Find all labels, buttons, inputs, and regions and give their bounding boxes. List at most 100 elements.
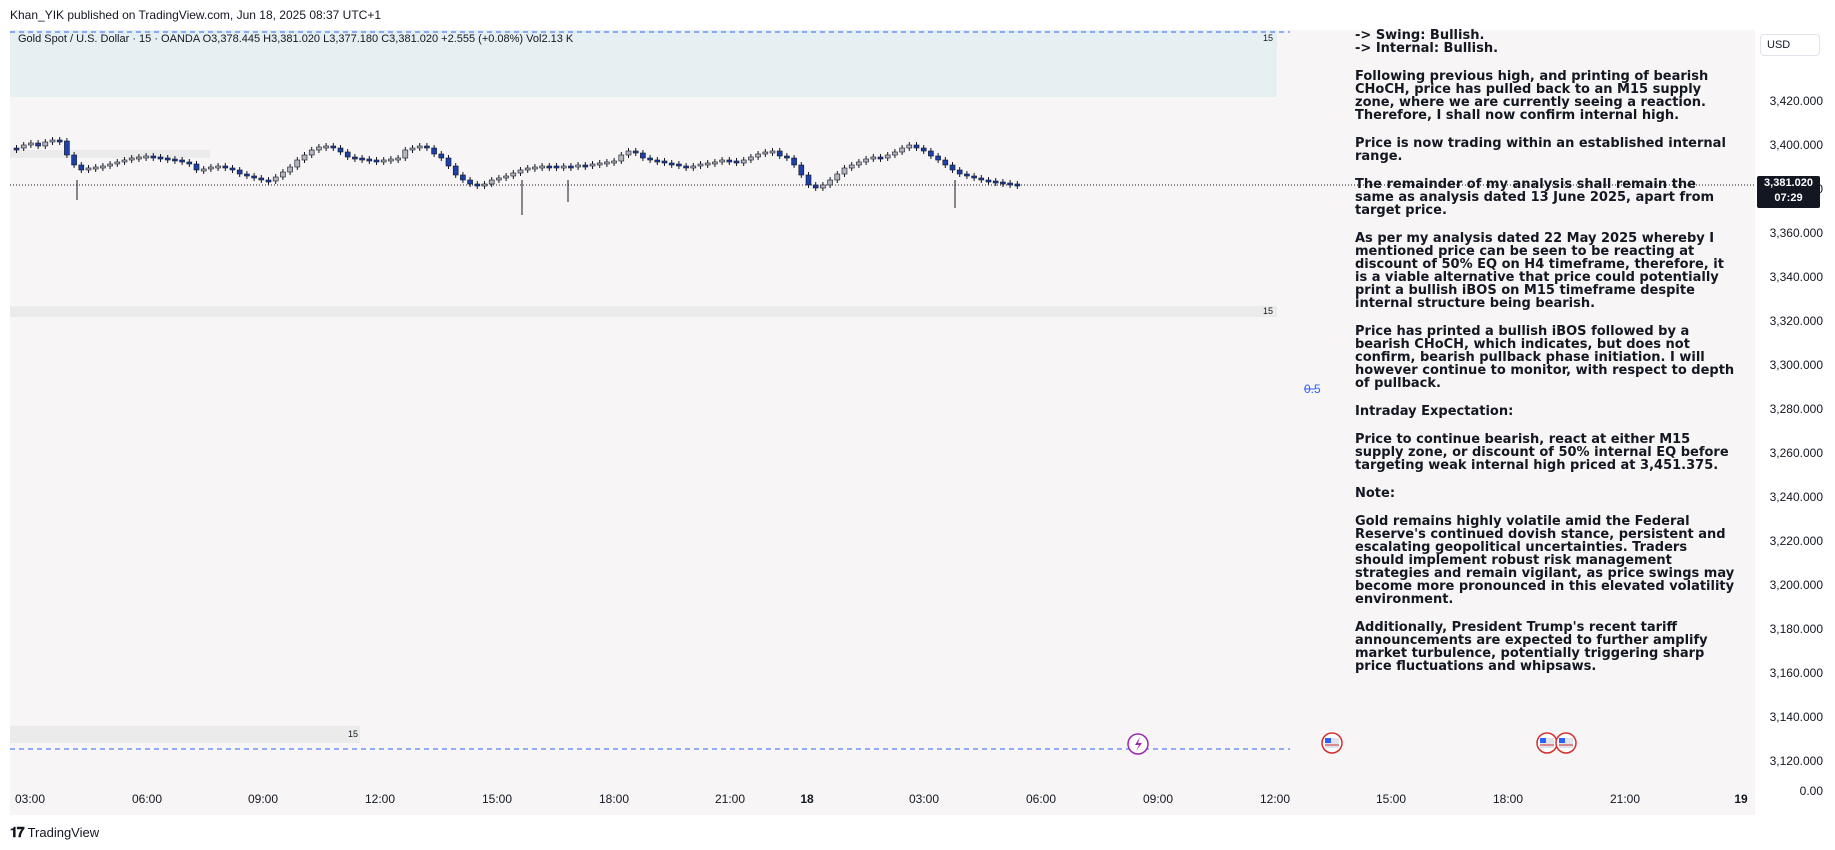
price-tick: 3,420.000 — [1769, 94, 1823, 108]
candle — [208, 166, 214, 170]
candle — [460, 174, 466, 181]
candle — [35, 142, 41, 147]
candle — [856, 161, 862, 166]
candle — [625, 150, 632, 156]
candle — [172, 158, 178, 162]
time-tick: 21:00 — [714, 792, 746, 806]
candle — [553, 165, 560, 169]
candle — [344, 151, 351, 158]
candle — [632, 150, 639, 154]
candle — [928, 150, 934, 157]
candle — [719, 159, 725, 163]
candle — [575, 164, 581, 168]
candle — [668, 162, 675, 166]
candle — [740, 159, 747, 164]
candle — [640, 152, 646, 159]
candle — [121, 159, 128, 163]
candle — [877, 156, 884, 160]
price-tick: 3,220.000 — [1769, 534, 1823, 548]
interval-marker: 15 — [348, 729, 359, 739]
candle — [510, 172, 517, 177]
note-paragraph: Intraday Expectation: — [1355, 404, 1514, 419]
price-tick: 3,240.000 — [1769, 490, 1823, 504]
candle — [935, 155, 941, 161]
time-tick: 09:00 — [247, 792, 279, 806]
candle — [409, 147, 416, 151]
publisher-line: Khan_YIK published on TradingView.com, J… — [10, 8, 382, 22]
candle — [150, 155, 157, 159]
time-tick: 06:00 — [1025, 792, 1057, 806]
analysis-notes: -> Swing: Bullish. -> Internal: Bullish.… — [1355, 29, 1735, 688]
price-tick: 3,280.000 — [1769, 402, 1823, 416]
fib-level-label: 0.5 — [1304, 382, 1321, 396]
time-tick: 03:00 — [908, 792, 940, 806]
symbol-ohlc-legend[interactable]: Gold Spot / U.S. Dollar · 15 · OANDA O3,… — [18, 33, 574, 45]
candle — [560, 165, 567, 169]
note-paragraph: -> Swing: Bullish. -> Internal: Bullish. — [1355, 28, 1499, 56]
price-chart[interactable] — [10, 30, 1755, 815]
time-tick: 15:00 — [481, 792, 513, 806]
us-flag-event-icon[interactable] — [1321, 732, 1343, 754]
candle — [474, 183, 481, 187]
lightning-event-icon[interactable] — [1127, 733, 1149, 755]
candle — [265, 179, 272, 183]
candle — [798, 164, 805, 176]
candle — [373, 159, 380, 163]
price-tick: 3,260.000 — [1769, 446, 1823, 460]
candle — [236, 169, 243, 175]
candle — [834, 173, 841, 181]
candle — [395, 157, 401, 161]
chart-area[interactable] — [10, 30, 1755, 815]
candle — [870, 156, 877, 160]
currency-badge[interactable]: USD — [1760, 34, 1820, 56]
price-tick: 3,200.000 — [1769, 578, 1823, 592]
candle — [690, 165, 697, 169]
current-price-value: 3,381.020 — [1764, 177, 1813, 189]
candle — [596, 162, 603, 166]
candle — [654, 159, 661, 163]
candle — [978, 177, 985, 181]
candle — [294, 159, 301, 168]
candle — [848, 164, 855, 169]
candle — [863, 158, 869, 163]
interval-marker: 15 — [1263, 306, 1274, 316]
candle — [762, 151, 769, 155]
candle — [445, 157, 452, 167]
note-paragraph: Note: — [1355, 486, 1396, 501]
candle — [985, 179, 992, 183]
candle — [179, 159, 185, 163]
candle — [229, 167, 236, 171]
candle — [726, 159, 733, 163]
candle — [704, 162, 711, 166]
us-flag-event-icon[interactable] — [1536, 732, 1558, 754]
note-paragraph: Additionally, President Trump's recent t… — [1355, 620, 1708, 674]
candle — [992, 180, 999, 184]
candle — [316, 146, 322, 151]
candle — [488, 179, 495, 185]
interval-marker: 15 — [1263, 33, 1274, 43]
us-flag-event-icon[interactable] — [1555, 732, 1577, 754]
candle — [28, 142, 34, 146]
time-tick: 09:00 — [1142, 792, 1174, 806]
candle — [517, 169, 524, 174]
candle — [539, 165, 545, 169]
candle — [215, 165, 221, 169]
range-band — [10, 306, 1277, 317]
candle — [280, 171, 286, 178]
price-axis[interactable]: 3,420.0003,400.0003,380.0003,360.0003,34… — [1755, 30, 1835, 815]
candle — [71, 154, 77, 166]
note-paragraph: Following previous high, and printing of… — [1355, 69, 1709, 123]
candle — [776, 150, 783, 157]
candle — [913, 144, 920, 149]
candle — [193, 163, 200, 171]
candle — [524, 167, 531, 171]
candle — [496, 177, 502, 181]
candle — [812, 184, 819, 189]
candle — [330, 145, 337, 149]
price-tick: 0.00 — [1799, 784, 1823, 798]
time-tick: 06:00 — [131, 792, 163, 806]
candle — [971, 175, 977, 179]
note-paragraph: As per my analysis dated 22 May 2025 whe… — [1355, 231, 1724, 311]
time-tick: 21:00 — [1609, 792, 1641, 806]
candle — [884, 154, 891, 159]
